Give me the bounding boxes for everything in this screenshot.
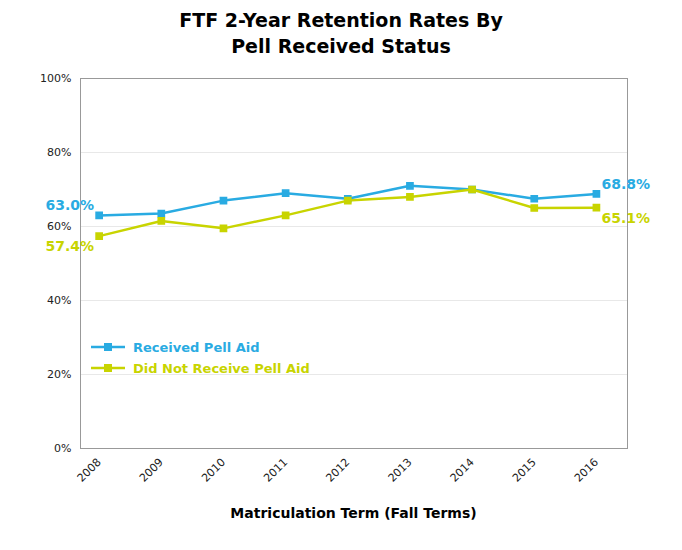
svg-text:65.1%: 65.1% — [601, 210, 650, 226]
svg-text:57.4%: 57.4% — [46, 238, 95, 254]
svg-text:2008: 2008 — [75, 456, 104, 485]
svg-text:63.0%: 63.0% — [46, 198, 95, 214]
svg-text:2015: 2015 — [510, 456, 539, 485]
svg-text:2011: 2011 — [261, 456, 290, 485]
svg-text:2012: 2012 — [323, 456, 352, 485]
html-text:FTF 2-Year Retention Rates By: FTF 2-Year Retention Rates By Pell Recei… — [179, 9, 503, 57]
svg-text:68.8%: 68.8% — [601, 176, 650, 192]
svg-text:100%: 100% — [40, 72, 71, 85]
svg-text:2013: 2013 — [386, 456, 415, 485]
svg-text:2016: 2016 — [572, 456, 601, 485]
svg-text:0%: 0% — [54, 442, 71, 455]
svg-text:2014: 2014 — [448, 456, 477, 485]
html-text:Received Pell Aid: Received Pell Aid — [132, 339, 260, 355]
html-text:Matriculation Term (Fall Terms: Matriculation Term (Fall Terms) — [230, 505, 477, 522]
svg-text:20%: 20% — [47, 368, 71, 381]
html-text:Did Not Receive Pell Aid: Did Not Receive Pell Aid — [132, 360, 310, 376]
svg-text:60%: 60% — [47, 220, 71, 233]
svg-text:40%: 40% — [47, 294, 71, 307]
svg-text:80%: 80% — [47, 146, 71, 159]
svg-text:2010: 2010 — [199, 456, 228, 485]
svg-text:2009: 2009 — [137, 456, 166, 485]
